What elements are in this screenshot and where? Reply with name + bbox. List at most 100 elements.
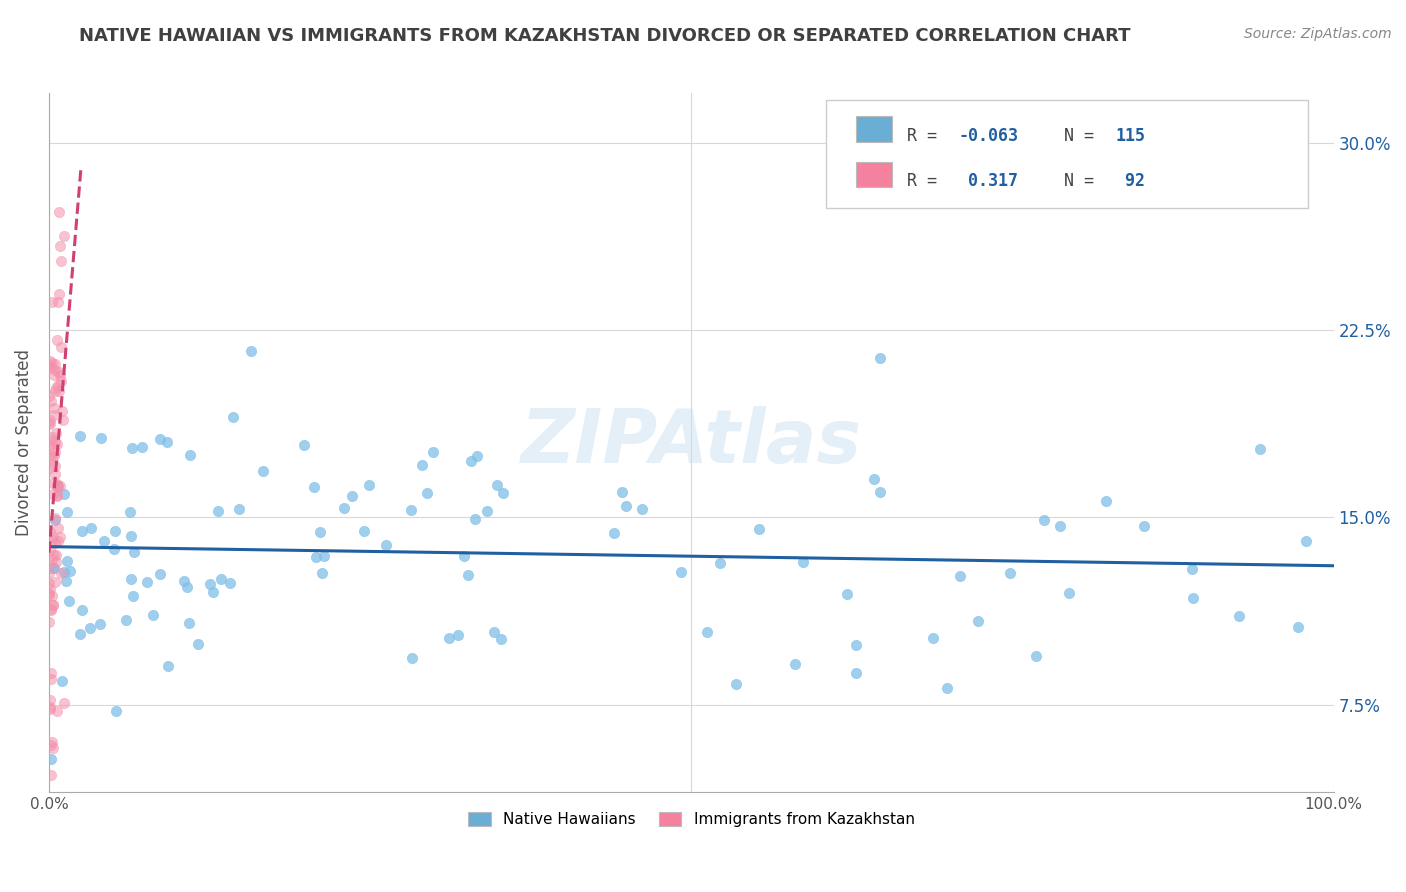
Point [1133, 519, 1156, 533]
Point [614, 499, 637, 513]
Point [187, 637, 209, 651]
Point [121, 442, 143, 456]
Point [41, 734, 63, 748]
Point [42, 487, 65, 501]
Point [46, 479, 69, 493]
Text: R =: R = [907, 172, 936, 190]
Point [131, 440, 153, 454]
Point [1049, 518, 1071, 533]
Point [218, 575, 240, 590]
Point [353, 524, 375, 538]
Point [53, 229, 76, 244]
Point [48, 204, 70, 219]
Point [453, 549, 475, 563]
Point [44, 548, 66, 562]
Point [41, 551, 63, 566]
Bar [856, 161, 891, 187]
Point [45, 548, 67, 562]
Point [44, 445, 66, 459]
Point [41, 533, 63, 548]
Point [44, 357, 66, 371]
Point [44, 435, 66, 450]
Point [39, 672, 62, 686]
Point [38, 450, 60, 465]
Point [38, 389, 60, 403]
Point [179, 448, 201, 462]
Point [39, 702, 62, 716]
Point [44, 363, 66, 377]
Point [845, 665, 868, 680]
Point [460, 453, 482, 467]
Point [51, 674, 73, 689]
Point [49, 340, 72, 354]
Point [374, 538, 396, 552]
Point [51, 403, 73, 417]
Point [38, 413, 60, 427]
Point [79, 621, 101, 635]
Point [48, 286, 70, 301]
Point [136, 574, 159, 589]
Point [783, 657, 806, 671]
Point [922, 631, 945, 645]
Point [42, 368, 65, 382]
Point [69, 429, 91, 443]
Point [411, 458, 433, 472]
Point [1000, 566, 1022, 581]
Point [46, 333, 69, 347]
Point [38, 359, 60, 373]
Point [142, 607, 165, 622]
Point [482, 625, 505, 640]
Point [56, 505, 79, 519]
Point [41, 433, 63, 447]
Point [869, 485, 891, 500]
Point [39, 699, 62, 714]
Point [228, 502, 250, 516]
Point [1182, 591, 1205, 606]
Point [863, 472, 886, 486]
Point [156, 434, 179, 449]
Point [491, 632, 513, 647]
Point [56, 554, 79, 568]
Point [41, 430, 63, 444]
Point [1227, 609, 1250, 624]
Point [966, 614, 988, 628]
Point [41, 451, 63, 466]
Point [41, 599, 63, 613]
Point [48, 368, 70, 382]
Point [401, 650, 423, 665]
Point [447, 627, 470, 641]
Point [311, 566, 333, 581]
Point [725, 676, 748, 690]
Point [118, 505, 141, 519]
Point [48, 365, 70, 379]
Point [39, 752, 62, 766]
Point [1025, 648, 1047, 663]
Point [211, 572, 233, 586]
Point [58, 593, 80, 607]
Text: N =: N = [1064, 127, 1094, 145]
Point [305, 550, 328, 565]
Point [39, 360, 62, 375]
Point [70, 603, 93, 617]
Point [46, 489, 69, 503]
Point [936, 681, 959, 695]
Point [671, 565, 693, 579]
Point [457, 567, 479, 582]
Point [340, 490, 363, 504]
Point [120, 572, 142, 586]
Point [845, 638, 868, 652]
Point [41, 294, 63, 309]
Point [38, 582, 60, 596]
Point [122, 589, 145, 603]
Point [46, 476, 69, 491]
Point [38, 615, 60, 629]
Point [44, 536, 66, 550]
Point [122, 544, 145, 558]
Point [38, 575, 60, 590]
Point [239, 344, 262, 359]
Point [44, 561, 66, 575]
Point [70, 524, 93, 538]
Point [39, 543, 62, 558]
Point [103, 542, 125, 557]
Point [41, 356, 63, 370]
